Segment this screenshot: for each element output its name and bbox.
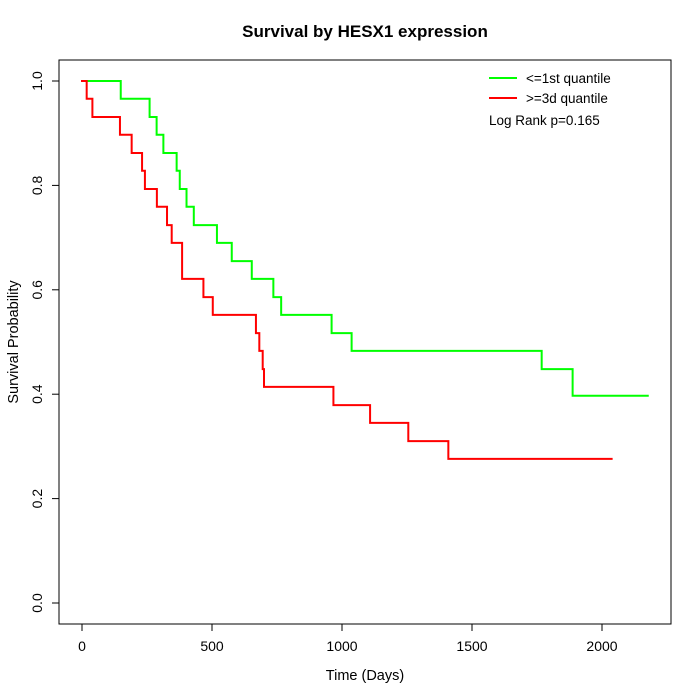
x-tick-label: 1500	[456, 638, 487, 654]
y-tick-label: 1.0	[29, 71, 45, 91]
y-tick-label: 0.4	[29, 384, 45, 404]
x-tick-label: 1000	[326, 638, 357, 654]
km-curve-green	[81, 80, 649, 397]
legend-label: <=1st quantile	[526, 70, 611, 86]
y-tick-label: 0.6	[29, 280, 45, 300]
legend-line-red	[489, 97, 517, 99]
y-tick-label: 0.0	[29, 593, 45, 613]
legend-label: >=3d quantile	[526, 90, 608, 106]
km-curve-red	[81, 80, 613, 460]
chart-title: Survival by HESX1 expression	[242, 22, 488, 41]
legend-line-green	[489, 77, 517, 79]
y-tick-label: 0.8	[29, 175, 45, 195]
log-rank-annotation: Log Rank p=0.165	[489, 113, 600, 128]
y-axis-label: Survival Probability	[6, 280, 22, 404]
legend-item: >=3d quantile	[489, 88, 611, 108]
x-axis-label: Time (Days)	[325, 668, 405, 684]
x-tick-label: 2000	[586, 638, 617, 654]
x-tick-label: 500	[200, 638, 224, 654]
plot-box	[58, 59, 672, 625]
x-tick-label: 0	[78, 638, 86, 654]
legend: <=1st quantile >=3d quantile Log Rank p=…	[489, 68, 611, 128]
legend-item: <=1st quantile	[489, 68, 611, 88]
y-tick-label: 0.2	[29, 489, 45, 509]
